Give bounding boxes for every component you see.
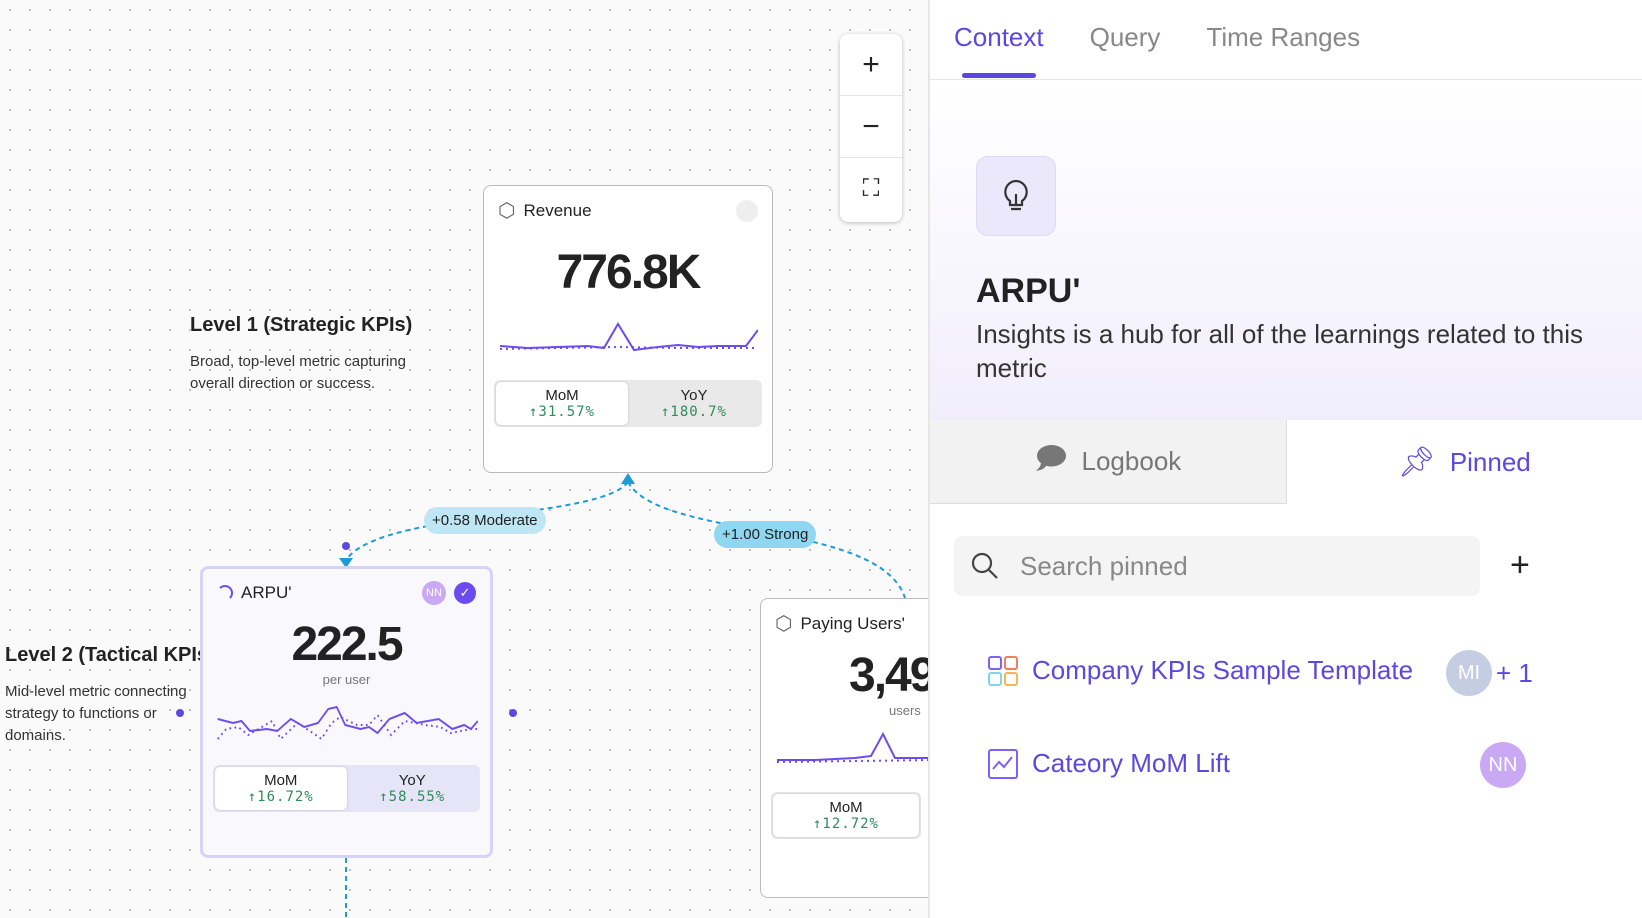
subtab-logbook[interactable]: 🗩 Logbook: [930, 420, 1287, 504]
line-chart-icon: [988, 748, 1018, 779]
zoom-controls: + − ⛶: [840, 34, 902, 222]
metric-tree-canvas[interactable]: Level 1 (Strategic KPIs) Broad, top-leve…: [0, 0, 930, 918]
yoy-label: YoY: [398, 772, 426, 789]
metric-unit: per user: [322, 672, 371, 687]
tab-query[interactable]: Query: [1089, 22, 1161, 52]
dashboard-grid-icon: [988, 655, 1018, 686]
sparkline: [216, 705, 478, 741]
zoom-out-button[interactable]: −: [840, 96, 902, 158]
metric-value: 776.8K: [556, 246, 702, 299]
metric-card-revenue[interactable]: ⬡ Revenue 776.8K MoM ↑31.57% YoY ↑180.7%: [483, 185, 773, 473]
fit-view-button[interactable]: ⛶: [862, 175, 880, 202]
comparison-toggle[interactable]: MoM ↑12.72%: [771, 792, 921, 839]
zoom-in-button[interactable]: +: [840, 34, 902, 96]
pinned-item[interactable]: Company KPIs Sample Template: [988, 655, 1413, 686]
card-title: Revenue: [523, 200, 592, 220]
metric-hexagon-icon: ⬡: [775, 613, 793, 635]
level-2-label: Level 2 (Tactical KPIs) Mid-level metric…: [5, 644, 215, 747]
pinned-item-label: Company KPIs Sample Template: [1032, 655, 1414, 685]
mom-tab[interactable]: MoM ↑12.72%: [773, 794, 919, 837]
tab-time-ranges[interactable]: Time Ranges: [1206, 22, 1361, 52]
metric-value: 3,49: [849, 649, 930, 702]
yoy-tab[interactable]: YoY ↑58.55%: [347, 767, 479, 810]
pinned-item[interactable]: Cateory MoM Lift: [988, 748, 1230, 779]
tab-context[interactable]: Context: [954, 22, 1044, 78]
mom-value: ↑16.72%: [247, 789, 314, 805]
add-pin-button[interactable]: +: [1510, 546, 1530, 584]
mom-tab[interactable]: MoM ↑16.72%: [215, 767, 347, 810]
level-1-label: Level 1 (Strategic KPIs) Broad, top-leve…: [190, 314, 430, 395]
comparison-toggle[interactable]: MoM ↑31.57% YoY ↑180.7%: [494, 380, 762, 427]
metric-unit: users: [889, 703, 921, 718]
mom-tab[interactable]: MoM ↑31.57%: [496, 382, 628, 425]
panel-tabs: Context Query Time Ranges: [930, 0, 1642, 80]
level-desc: Mid-level metric connecting strategy to …: [5, 683, 187, 744]
yoy-value: ↑58.55%: [379, 789, 446, 805]
sparkline: [499, 322, 758, 352]
subtab-pinned[interactable]: 📌︎ Pinned: [1287, 420, 1642, 504]
owner-avatar[interactable]: [736, 199, 758, 222]
level-title: Level 2 (Tactical KPIs): [5, 644, 215, 666]
loading-spinner-icon: [217, 585, 233, 601]
yoy-label: YoY: [680, 387, 708, 404]
card-title: Paying Users': [800, 613, 905, 633]
card-title: ARPU': [241, 583, 292, 602]
search-icon: [971, 552, 998, 579]
pin-icon: 📌︎: [1397, 445, 1436, 479]
avatar: NN: [1480, 742, 1526, 788]
metric-hexagon-icon: ⬡: [498, 200, 516, 222]
level-title: Level 1 (Strategic KPIs): [190, 314, 413, 336]
owner-avatar[interactable]: NN: [422, 581, 446, 605]
search-input[interactable]: [1020, 550, 1440, 582]
avatar: MI: [1446, 650, 1492, 696]
arrow-down-icon: [339, 558, 353, 568]
correlation-label[interactable]: +1.00 Strong: [714, 521, 817, 548]
context-panel: Context Query Time Ranges ARPU' Insights…: [930, 0, 1642, 918]
yoy-tab[interactable]: YoY ↑180.7%: [628, 382, 760, 425]
verified-badge-icon: ✓: [454, 582, 476, 604]
metric-name: ARPU': [976, 272, 1081, 310]
mom-label: MoM: [545, 387, 579, 404]
comparison-toggle[interactable]: MoM ↑16.72% YoY ↑58.55%: [213, 765, 480, 812]
metric-card-arpu[interactable]: ARPU' NN ✓ 222.5 per user MoM ↑16.72% YoY…: [200, 566, 493, 858]
lightbulb-icon: [976, 156, 1056, 236]
insight-subtabs: 🗩 Logbook 📌︎ Pinned: [930, 420, 1642, 504]
level-desc: Broad, top-level metric capturing overal…: [190, 353, 406, 392]
more-collaborators: + 1: [1496, 658, 1533, 688]
mom-label: MoM: [829, 799, 863, 816]
metric-card-paying-users[interactable]: ⬡ Paying Users' 3,49 users MoM ↑12.72%: [760, 598, 930, 898]
metric-description: Insights is a hub for all of the learnin…: [976, 319, 1584, 383]
metric-value: 222.5: [291, 618, 403, 671]
metric-header: ARPU' Insights is a hub for all of the l…: [930, 80, 1642, 420]
correlation-label[interactable]: +0.58 Moderate: [424, 507, 546, 534]
arrow-up-icon: [621, 473, 635, 484]
mom-value: ↑31.57%: [528, 404, 595, 420]
subtab-label: Logbook: [1081, 446, 1182, 476]
mom-value: ↑12.72%: [812, 816, 879, 832]
search-pinned[interactable]: [954, 536, 1480, 596]
comment-icon: 🗩: [1034, 442, 1068, 475]
pinned-item-label: Cateory MoM Lift: [1032, 748, 1230, 778]
subtab-label: Pinned: [1449, 446, 1531, 477]
yoy-value: ↑180.7%: [660, 404, 727, 420]
sparkline: [776, 731, 928, 763]
mom-label: MoM: [264, 772, 298, 789]
